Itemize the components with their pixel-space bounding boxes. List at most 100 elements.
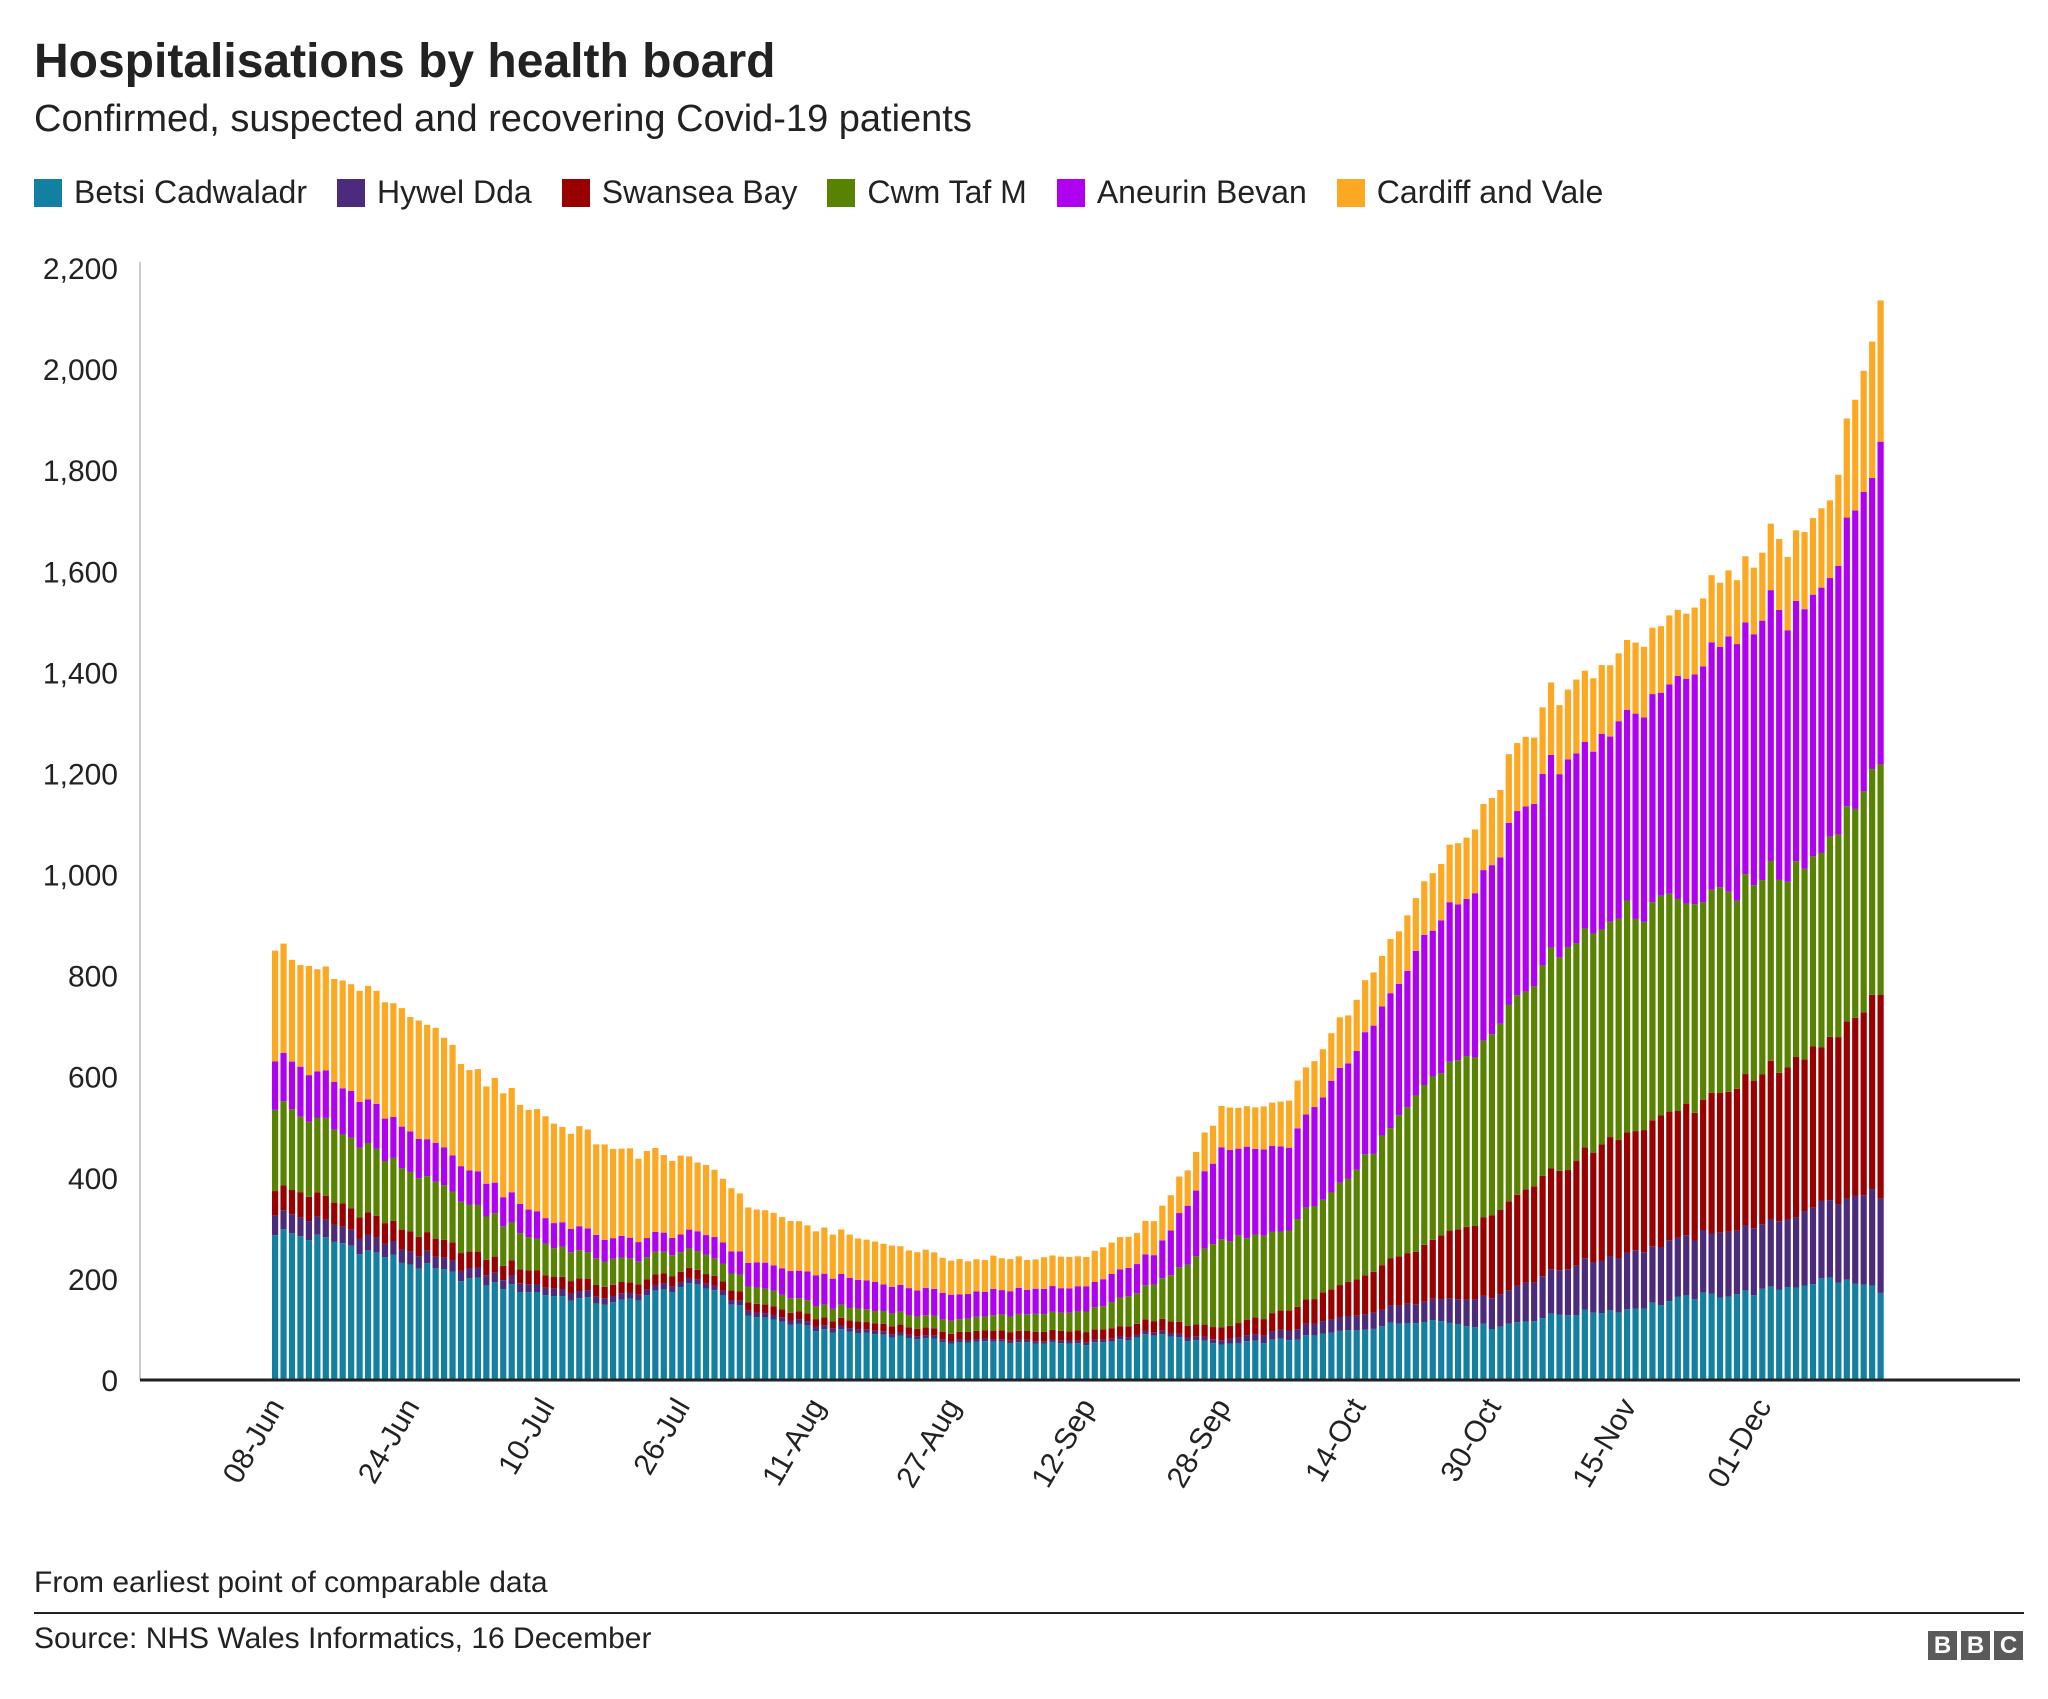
bar-segment-cwm-taf-m: [1700, 902, 1707, 1100]
bar-segment-cardiff-and-vale: [559, 1126, 566, 1223]
bar-segment-cwm-taf-m: [567, 1252, 574, 1282]
bar-segment-swansea-bay: [1083, 1332, 1090, 1343]
bar-segment-aneurin-bevan: [1547, 754, 1555, 948]
bar-segment-betsi-cadwaladr: [1607, 1310, 1614, 1380]
bar-segment-cwm-taf-m: [1066, 1312, 1073, 1332]
x-tick: 30-Oct: [1434, 1392, 1508, 1487]
bar-segment-aneurin-bevan: [483, 1183, 490, 1217]
bar-segment-hywel-dda: [1235, 1337, 1242, 1343]
bar-segment-hywel-dda: [1328, 1319, 1335, 1333]
legend-swatch: [337, 178, 365, 207]
bar-segment-aneurin-bevan: [272, 1061, 279, 1110]
bar-segment-cardiff-and-vale: [1387, 939, 1394, 994]
bar-segment-hywel-dda: [1598, 1260, 1605, 1314]
bar-segment-cwm-taf-m: [1108, 1302, 1115, 1329]
bar-segment-aneurin-bevan: [1455, 904, 1462, 1061]
bar-segment-betsi-cadwaladr: [1725, 1296, 1732, 1380]
bar-segment-swansea-bay: [1564, 1170, 1572, 1270]
bar-segment-hywel-dda: [1852, 1195, 1859, 1284]
bar-segment-cwm-taf-m: [466, 1204, 473, 1252]
bar-segment-aneurin-bevan: [956, 1294, 963, 1320]
bar-segment-aneurin-bevan: [745, 1262, 752, 1287]
bar-segment-aneurin-bevan: [1725, 636, 1732, 892]
bar-segment-betsi-cadwaladr: [373, 1252, 380, 1380]
bar-segment-cardiff-and-vale: [1269, 1102, 1276, 1147]
bar-segment-swansea-bay: [1852, 1017, 1859, 1196]
bar-segment-aneurin-bevan: [1776, 609, 1783, 880]
bar-segment-cardiff-and-vale: [897, 1246, 904, 1285]
bar-segment-cwm-taf-m: [1032, 1313, 1039, 1332]
bar-segment-swansea-bay: [1176, 1321, 1183, 1334]
bar-segment-hywel-dda: [280, 1210, 287, 1230]
bar-segment-hywel-dda: [533, 1284, 541, 1292]
bar-segment-betsi-cadwaladr: [795, 1323, 803, 1380]
bar-segment-swansea-bay: [1716, 1093, 1724, 1233]
bar-segment-betsi-cadwaladr: [1877, 1292, 1884, 1380]
bar-segment-swansea-bay: [964, 1331, 972, 1341]
bar-segment-aneurin-bevan: [1015, 1287, 1022, 1314]
bar-segment-cwm-taf-m: [381, 1161, 389, 1224]
bar-segment-hywel-dda: [1843, 1198, 1850, 1280]
bar-segment-swansea-bay: [669, 1276, 676, 1287]
bar-segment-cardiff-and-vale: [880, 1243, 887, 1285]
bar-segment-betsi-cadwaladr: [1446, 1322, 1453, 1380]
bar-segment-cwm-taf-m: [331, 1129, 338, 1203]
bar-segment-betsi-cadwaladr: [1547, 1313, 1555, 1380]
bar-segment-betsi-cadwaladr: [787, 1324, 794, 1380]
bar-segment-aneurin-bevan: [1269, 1146, 1276, 1232]
bar-segment-cardiff-and-vale: [1286, 1100, 1293, 1148]
bar-segment-hywel-dda: [1708, 1233, 1715, 1294]
bar-segment-cardiff-and-vale: [762, 1210, 769, 1263]
bar-segment-aneurin-bevan: [1252, 1148, 1259, 1235]
bar-segment-cardiff-and-vale: [601, 1144, 608, 1240]
x-tick: 01-Dec: [1701, 1393, 1778, 1493]
bar-segment-betsi-cadwaladr: [948, 1343, 955, 1380]
bar-segment-cardiff-and-vale: [305, 965, 312, 1076]
bar-segment-cwm-taf-m: [626, 1258, 634, 1283]
bar-segment-cardiff-and-vale: [1632, 642, 1639, 714]
bar-segment-aneurin-bevan: [1742, 622, 1749, 875]
bar-segment-hywel-dda: [914, 1336, 921, 1340]
bar-segment-cardiff-and-vale: [348, 984, 355, 1091]
bar-segment-hywel-dda: [1750, 1228, 1757, 1296]
bar-segment-hywel-dda: [1826, 1200, 1833, 1278]
bar-segment-cardiff-and-vale: [339, 980, 346, 1089]
bar-segment-hywel-dda: [1378, 1309, 1386, 1327]
bar-segment-cardiff-and-vale: [669, 1160, 676, 1238]
bar-segment-cwm-taf-m: [1522, 991, 1529, 1190]
bar-segment-aneurin-bevan: [1150, 1255, 1157, 1285]
bar-segment-cwm-taf-m: [1497, 1023, 1504, 1210]
bar-segment-aneurin-bevan: [1395, 983, 1403, 1116]
bar-segment-aneurin-bevan: [1835, 565, 1842, 835]
bar-segment-swansea-bay: [1167, 1321, 1174, 1333]
bar-segment-hywel-dda: [779, 1317, 786, 1322]
bar-segment-cwm-taf-m: [846, 1308, 853, 1321]
bar-segment-betsi-cadwaladr: [1066, 1343, 1073, 1380]
bar-segment-betsi-cadwaladr: [804, 1325, 811, 1380]
bar-segment-cwm-taf-m: [1235, 1235, 1242, 1324]
bar-segment-swansea-bay: [1378, 1265, 1386, 1310]
bar-segment-aneurin-bevan: [424, 1139, 431, 1177]
bar-segment-swansea-bay: [1522, 1189, 1529, 1283]
bar-segment-cardiff-and-vale: [694, 1162, 701, 1232]
bar-segment-cwm-taf-m: [973, 1316, 980, 1331]
bar-segment-hywel-dda: [1809, 1207, 1817, 1285]
bbc-logo: B B C: [1928, 1631, 2023, 1660]
bar-segment-aneurin-bevan: [626, 1237, 634, 1259]
bar-segment-betsi-cadwaladr: [550, 1296, 558, 1380]
bar-segment-swansea-bay: [576, 1278, 583, 1292]
bar-segment-cardiff-and-vale: [956, 1259, 963, 1295]
bar-segment-cwm-taf-m: [1040, 1314, 1048, 1332]
bar-segment-hywel-dda: [1700, 1229, 1707, 1293]
bar-segment-hywel-dda: [1421, 1301, 1428, 1322]
bar-segment-cardiff-and-vale: [736, 1193, 743, 1252]
y-tick-label: 2,000: [43, 354, 118, 387]
bar-segment-cardiff-and-vale: [1117, 1237, 1124, 1270]
bar-segment-cardiff-and-vale: [466, 1070, 473, 1171]
bar-segment-cardiff-and-vale: [1125, 1236, 1132, 1268]
x-tick: 10-Jul: [492, 1393, 561, 1480]
bar-segment-betsi-cadwaladr: [1133, 1337, 1141, 1380]
bar-segment-cardiff-and-vale: [1243, 1106, 1250, 1147]
bar-segment-swansea-bay: [1649, 1120, 1656, 1247]
bar-segment-hywel-dda: [635, 1294, 642, 1301]
